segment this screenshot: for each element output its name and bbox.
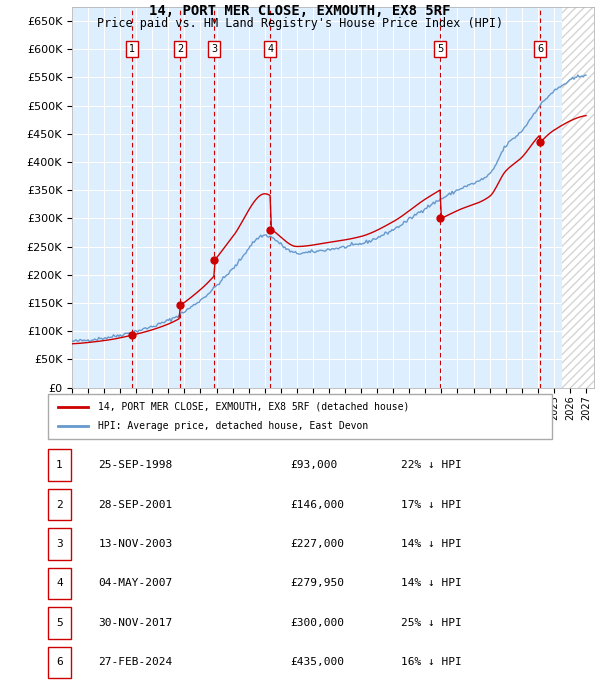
Text: 17% ↓ HPI: 17% ↓ HPI xyxy=(401,500,461,509)
Text: £227,000: £227,000 xyxy=(290,539,344,549)
FancyBboxPatch shape xyxy=(48,394,552,439)
Text: £279,950: £279,950 xyxy=(290,579,344,588)
FancyBboxPatch shape xyxy=(48,528,71,560)
Text: 5: 5 xyxy=(56,618,63,628)
Text: 14% ↓ HPI: 14% ↓ HPI xyxy=(401,539,461,549)
Text: 1: 1 xyxy=(56,460,63,470)
FancyBboxPatch shape xyxy=(48,568,71,599)
FancyBboxPatch shape xyxy=(48,647,71,678)
Text: 14% ↓ HPI: 14% ↓ HPI xyxy=(401,579,461,588)
Text: 27-FEB-2024: 27-FEB-2024 xyxy=(98,658,173,667)
Text: 04-MAY-2007: 04-MAY-2007 xyxy=(98,579,173,588)
Text: 1: 1 xyxy=(129,44,135,54)
Text: 2: 2 xyxy=(177,44,184,54)
Text: 4: 4 xyxy=(267,44,273,54)
FancyBboxPatch shape xyxy=(48,449,71,481)
Text: £300,000: £300,000 xyxy=(290,618,344,628)
Text: 30-NOV-2017: 30-NOV-2017 xyxy=(98,618,173,628)
Text: 2: 2 xyxy=(56,500,63,509)
Bar xyxy=(562,7,594,388)
Text: 16% ↓ HPI: 16% ↓ HPI xyxy=(401,658,461,667)
Text: 22% ↓ HPI: 22% ↓ HPI xyxy=(401,460,461,470)
Text: 28-SEP-2001: 28-SEP-2001 xyxy=(98,500,173,509)
Text: 25-SEP-1998: 25-SEP-1998 xyxy=(98,460,173,470)
Text: 5: 5 xyxy=(437,44,443,54)
Text: 6: 6 xyxy=(537,44,544,54)
FancyBboxPatch shape xyxy=(48,607,71,639)
Text: £146,000: £146,000 xyxy=(290,500,344,509)
Text: 6: 6 xyxy=(56,658,63,667)
Text: 3: 3 xyxy=(211,44,218,54)
Text: 14, PORT MER CLOSE, EXMOUTH, EX8 5RF (detached house): 14, PORT MER CLOSE, EXMOUTH, EX8 5RF (de… xyxy=(98,402,410,412)
Text: Price paid vs. HM Land Registry's House Price Index (HPI): Price paid vs. HM Land Registry's House … xyxy=(97,17,503,30)
Text: 4: 4 xyxy=(56,579,63,588)
Text: 13-NOV-2003: 13-NOV-2003 xyxy=(98,539,173,549)
FancyBboxPatch shape xyxy=(48,489,71,520)
Text: 25% ↓ HPI: 25% ↓ HPI xyxy=(401,618,461,628)
Text: £435,000: £435,000 xyxy=(290,658,344,667)
Bar xyxy=(562,7,594,388)
Text: £93,000: £93,000 xyxy=(290,460,337,470)
Text: HPI: Average price, detached house, East Devon: HPI: Average price, detached house, East… xyxy=(98,421,368,431)
Text: 14, PORT MER CLOSE, EXMOUTH, EX8 5RF: 14, PORT MER CLOSE, EXMOUTH, EX8 5RF xyxy=(149,4,451,18)
Text: 3: 3 xyxy=(56,539,63,549)
